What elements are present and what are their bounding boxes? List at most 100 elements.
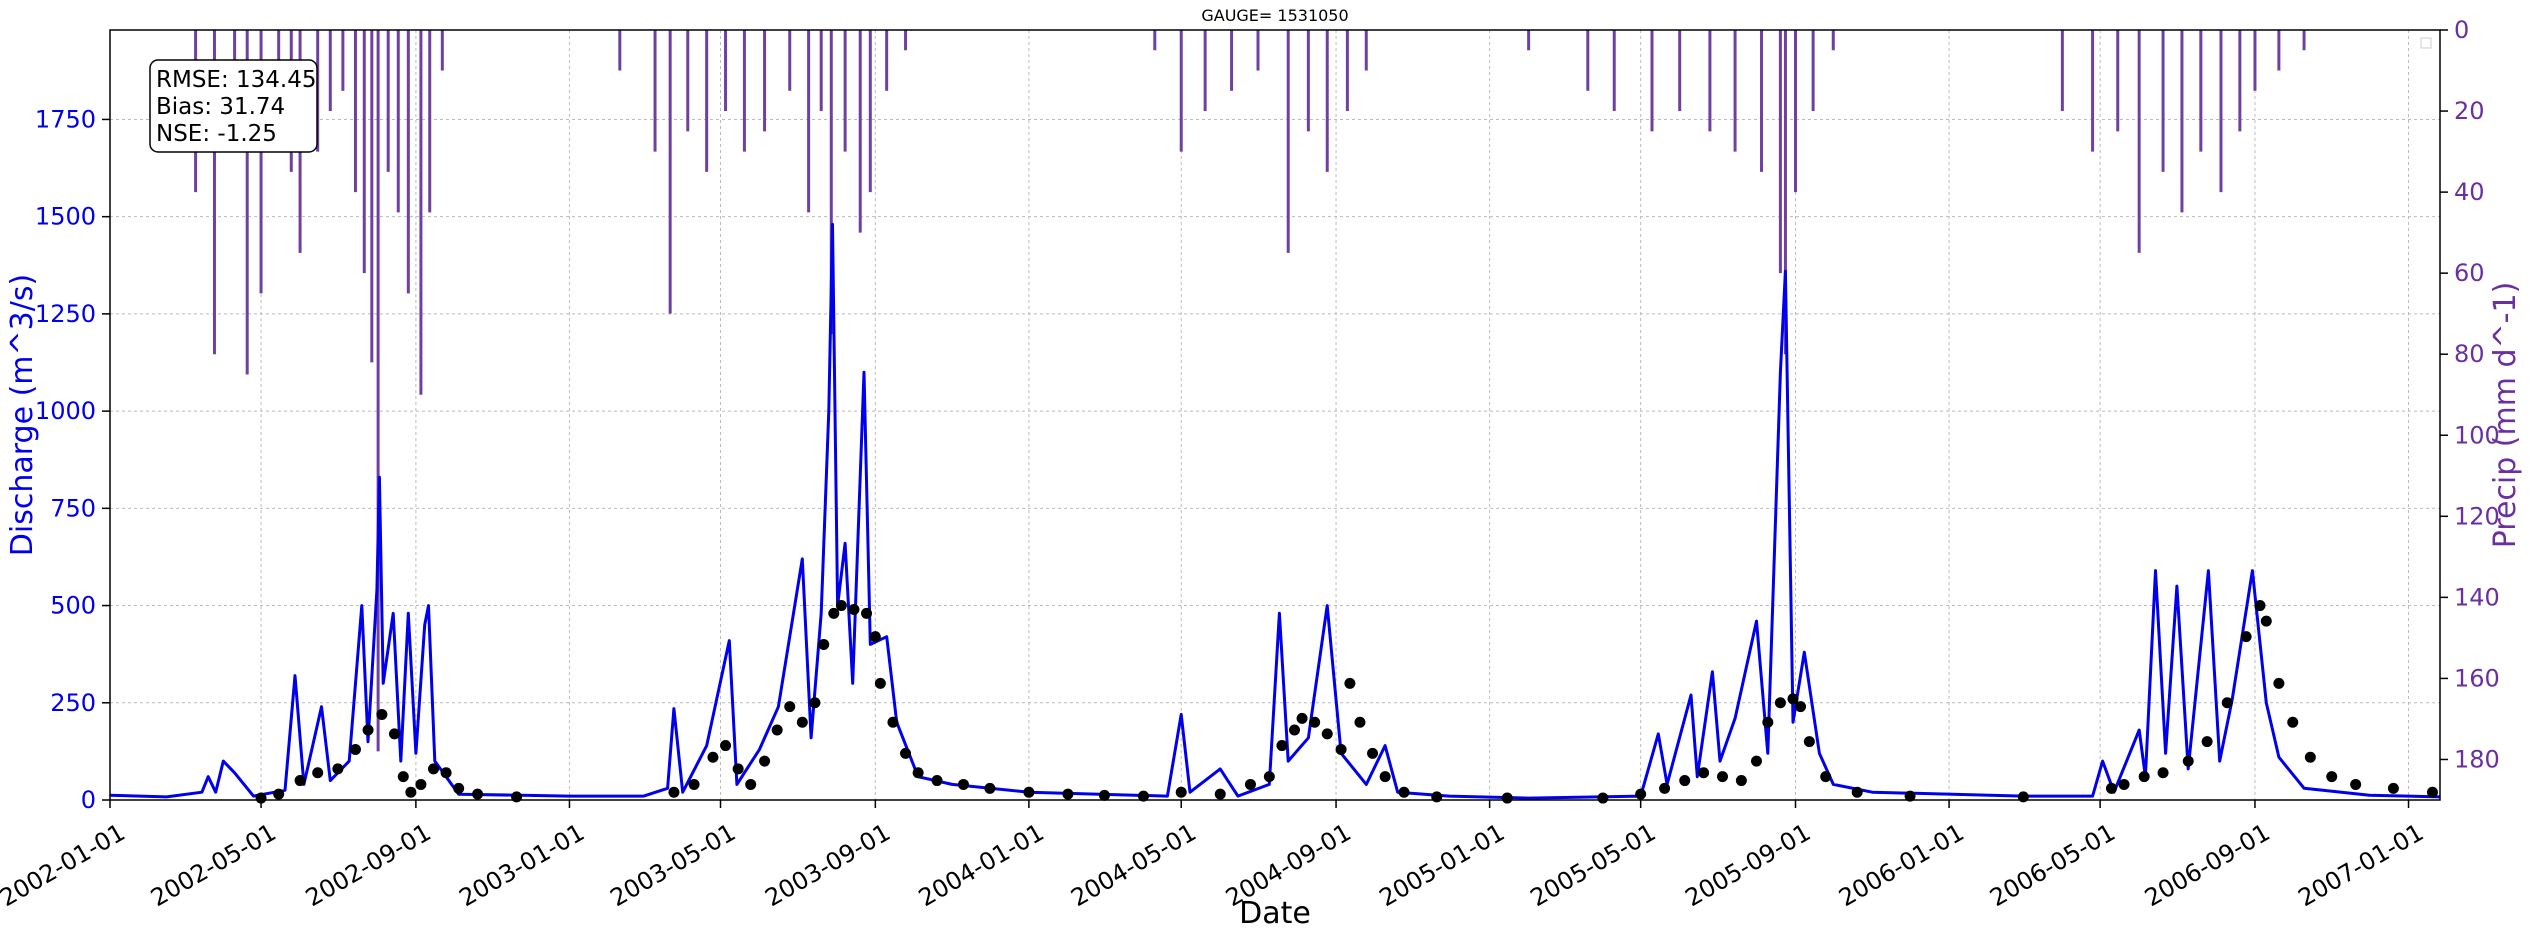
observed-point [2273, 677, 2285, 689]
observed-point [2350, 778, 2362, 790]
observed-point [428, 763, 440, 775]
observed-point [2118, 778, 2130, 790]
observed-point [1309, 716, 1321, 728]
left-axis-label: Discharge (m^3/s) [5, 274, 40, 556]
observed-point [2157, 767, 2169, 779]
left-tick-label: 1500 [35, 203, 96, 231]
observed-point [2138, 771, 2150, 783]
observed-point [1335, 743, 1347, 755]
right-tick-label: 180 [2454, 745, 2500, 773]
observed-point [887, 716, 899, 728]
observed-point [2260, 615, 2272, 627]
observed-point [1214, 788, 1226, 800]
observed-point [1679, 775, 1691, 787]
observed-point [376, 708, 388, 720]
observed-point [931, 775, 943, 787]
observed-series [255, 600, 2438, 804]
observed-point [745, 778, 757, 790]
chart-title: GAUGE= 1531050 [1201, 6, 1348, 25]
observed-point [1398, 786, 1410, 798]
observed-point [273, 788, 285, 800]
observed-point [1820, 771, 1832, 783]
observed-point [2387, 782, 2399, 794]
observed-point [1354, 716, 1366, 728]
observed-point [900, 747, 912, 759]
observed-point [1276, 740, 1288, 752]
observed-point [255, 792, 267, 804]
observed-point [957, 778, 969, 790]
observed-point [1635, 788, 1647, 800]
observed-point [312, 767, 324, 779]
plot-frame [109, 29, 2441, 801]
observed-point [1735, 775, 1747, 787]
observed-point [835, 600, 847, 612]
observed-point [668, 786, 680, 798]
observed-point [1750, 755, 1762, 767]
left-tick-label: 0 [81, 786, 96, 814]
observed-point [1597, 792, 1609, 804]
right-tick-label: 0 [2454, 16, 2469, 44]
observed-point [415, 778, 427, 790]
left-tick-label: 750 [50, 494, 96, 522]
observed-point [405, 786, 417, 798]
right-tick-label: 140 [2454, 583, 2500, 611]
observed-point [2304, 751, 2316, 763]
observed-point [1787, 693, 1799, 705]
right-axis-label: Precip (mm d^-1) [2488, 282, 2523, 549]
observed-point [1716, 771, 1728, 783]
observed-point [771, 724, 783, 736]
observed-point [1379, 771, 1391, 783]
observed-point [861, 607, 873, 619]
observed-point [1321, 728, 1333, 740]
observed-point [1263, 771, 1275, 783]
right-tick-label: 160 [2454, 664, 2500, 692]
observed-point [349, 743, 361, 755]
observed-point [2326, 771, 2338, 783]
observed-point [848, 603, 860, 615]
observed-point [2201, 736, 2213, 748]
observed-point [388, 728, 400, 740]
observed-point [1795, 701, 1807, 713]
observed-point [688, 778, 700, 790]
observed-point [1367, 747, 1379, 759]
observed-point [1904, 790, 1916, 802]
left-tick-label: 1750 [35, 105, 96, 133]
observed-point [1098, 789, 1110, 801]
right-tick-label: 40 [2454, 178, 2485, 206]
observed-point [440, 767, 452, 779]
observed-point [732, 763, 744, 775]
observed-point [1698, 767, 1710, 779]
observed-point [2221, 697, 2233, 709]
right-tick-label: 60 [2454, 259, 2485, 287]
observed-point [472, 788, 484, 800]
observed-point [707, 751, 719, 763]
observed-point [912, 767, 924, 779]
observed-point [2240, 631, 2252, 643]
observed-point [1244, 778, 1256, 790]
observed-point [784, 701, 796, 713]
observed-point [1774, 697, 1786, 709]
observed-point [332, 763, 344, 775]
observed-point [809, 697, 821, 709]
right-tick-label: 80 [2454, 340, 2485, 368]
stats-bias: Bias: 31.74 [156, 94, 285, 120]
right-tick-label: 120 [2454, 502, 2500, 530]
observed-point [2254, 600, 2266, 612]
observed-point [2426, 786, 2438, 798]
observed-point [1137, 790, 1149, 802]
observed-point [818, 638, 830, 650]
left-axis-ticks: 0 250 500 750 1000 1250 1500 1750 [35, 105, 110, 814]
right-axis-ticks: 0 20 40 60 80 100 120 140 160 180 [2440, 16, 2500, 773]
observed-point [1023, 786, 1035, 798]
observed-point [2287, 716, 2299, 728]
observed-point [984, 782, 996, 794]
right-tick-label: 100 [2454, 421, 2500, 449]
observed-point [1659, 782, 1671, 794]
observed-point [1501, 792, 1513, 804]
observed-point [397, 771, 409, 783]
observed-point [362, 724, 374, 736]
left-tick-label: 1250 [35, 300, 96, 328]
observed-point [453, 782, 465, 794]
observed-point [1175, 786, 1187, 798]
